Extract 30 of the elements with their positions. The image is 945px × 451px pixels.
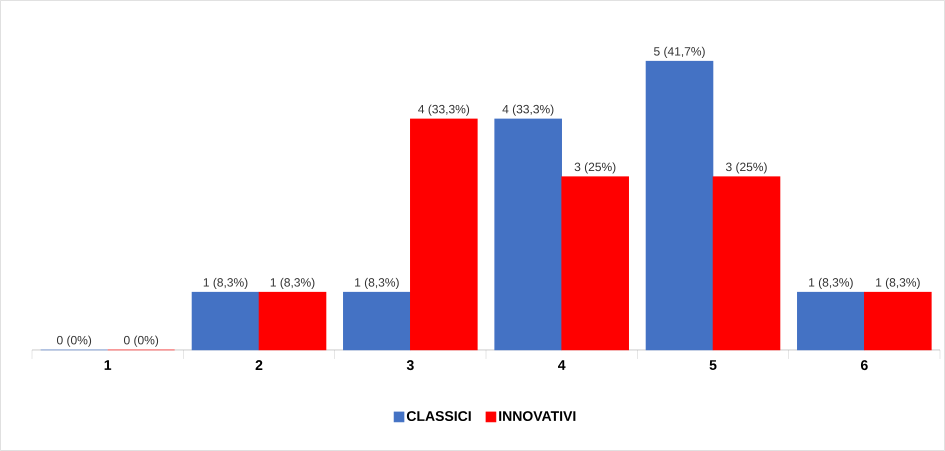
data-label: 1 (8,3%) — [809, 278, 853, 290]
data-label: 0 (0%) — [56, 336, 92, 347]
data-label: 1 (8,3%) — [270, 278, 314, 290]
data-label: 3 (25%) — [726, 162, 767, 174]
x-tick-label: 5 — [710, 360, 717, 370]
data-label: 0 (0%) — [124, 336, 158, 347]
data-label: 3 (25%) — [574, 162, 616, 174]
bar — [258, 292, 326, 350]
data-label: 4 (33,3%) — [502, 104, 554, 116]
x-tick-label: 4 — [558, 360, 566, 370]
bar — [864, 292, 932, 350]
data-label: 1 (8,3%) — [876, 278, 920, 290]
data-label: 1 (8,3%) — [204, 278, 248, 290]
bar — [712, 176, 780, 350]
legend-label: CLASSICI — [406, 411, 471, 422]
bar — [797, 292, 865, 350]
x-tick-label: 6 — [860, 360, 868, 370]
data-label: 1 (8,3%) — [355, 278, 399, 290]
data-label: 5 (41,7%) — [654, 46, 705, 58]
x-tick-label: 1 — [104, 360, 112, 370]
x-tick-label: 3 — [406, 360, 414, 370]
bar — [561, 176, 629, 350]
bar — [410, 118, 478, 350]
legend-label: INNOVATIVI — [499, 411, 576, 422]
bar — [646, 60, 714, 350]
bar — [192, 292, 260, 350]
bar — [494, 118, 562, 350]
bar — [343, 292, 411, 350]
x-tick-label: 2 — [256, 360, 262, 370]
data-label: 4 (33,3%) — [418, 104, 470, 116]
